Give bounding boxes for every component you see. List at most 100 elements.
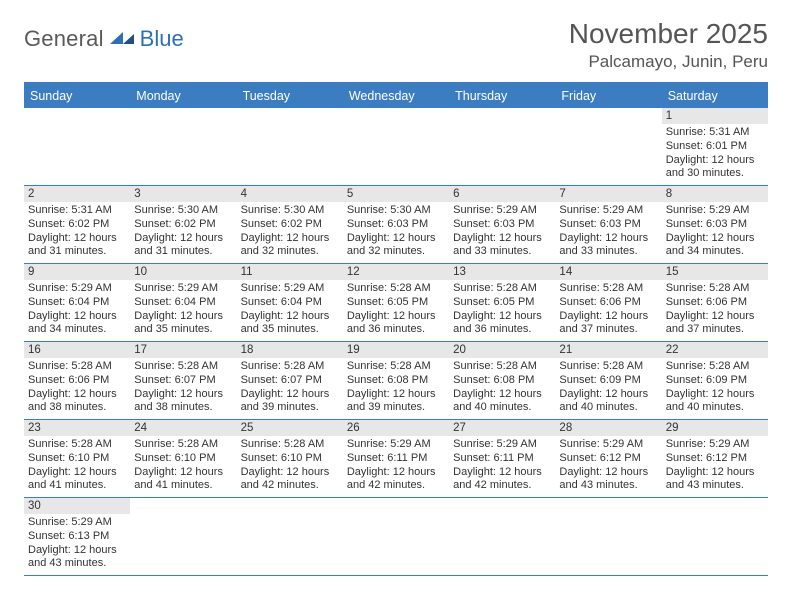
daylight-text: Daylight: 12 hours and 37 minutes. [666,310,764,338]
sunrise-text: Sunrise: 5:28 AM [666,360,764,374]
daylight-text: Daylight: 12 hours and 41 minutes. [134,466,232,494]
sunrise-text: Sunrise: 5:29 AM [666,438,764,452]
day-cell: 3Sunrise: 5:30 AMSunset: 6:02 PMDaylight… [130,186,236,264]
day-cell: 15Sunrise: 5:28 AMSunset: 6:06 PMDayligh… [662,264,768,342]
day-number: 30 [24,498,130,514]
sunrise-text: Sunrise: 5:30 AM [347,204,445,218]
daylight-text: Daylight: 12 hours and 33 minutes. [453,232,551,260]
logo-text-general: General [24,26,104,52]
day-body: Sunrise: 5:31 AMSunset: 6:02 PMDaylight:… [24,202,130,263]
daylight-text: Daylight: 12 hours and 40 minutes. [666,388,764,416]
sunset-text: Sunset: 6:06 PM [666,296,764,310]
location-text: Palcamayo, Junin, Peru [569,52,768,72]
day-number: 20 [449,342,555,358]
day-cell [130,108,236,186]
day-body: Sunrise: 5:28 AMSunset: 6:05 PMDaylight:… [449,280,555,341]
sunset-text: Sunset: 6:03 PM [666,218,764,232]
day-number: 10 [130,264,236,280]
day-number: 12 [343,264,449,280]
daylight-text: Daylight: 12 hours and 35 minutes. [241,310,339,338]
day-number: 18 [237,342,343,358]
sunset-text: Sunset: 6:08 PM [453,374,551,388]
day-body: Sunrise: 5:29 AMSunset: 6:03 PMDaylight:… [662,202,768,263]
daylight-text: Daylight: 12 hours and 39 minutes. [347,388,445,416]
header-bar: General Blue November 2025 Palcamayo, Ju… [24,18,768,72]
sunrise-text: Sunrise: 5:29 AM [28,282,126,296]
daylight-text: Daylight: 12 hours and 36 minutes. [347,310,445,338]
day-body: Sunrise: 5:28 AMSunset: 6:06 PMDaylight:… [555,280,661,341]
sunset-text: Sunset: 6:09 PM [559,374,657,388]
day-cell: 29Sunrise: 5:29 AMSunset: 6:12 PMDayligh… [662,420,768,498]
sunrise-text: Sunrise: 5:28 AM [28,360,126,374]
daylight-text: Daylight: 12 hours and 40 minutes. [453,388,551,416]
day-cell: 27Sunrise: 5:29 AMSunset: 6:11 PMDayligh… [449,420,555,498]
week-row: 1Sunrise: 5:31 AMSunset: 6:01 PMDaylight… [24,108,768,186]
day-body: Sunrise: 5:29 AMSunset: 6:04 PMDaylight:… [237,280,343,341]
day-body: Sunrise: 5:31 AMSunset: 6:01 PMDaylight:… [662,124,768,185]
sunrise-text: Sunrise: 5:29 AM [559,204,657,218]
day-number: 7 [555,186,661,202]
day-cell [662,498,768,576]
day-header-cell: Saturday [662,84,768,108]
sunset-text: Sunset: 6:04 PM [28,296,126,310]
day-number: 28 [555,420,661,436]
day-number: 9 [24,264,130,280]
day-body: Sunrise: 5:28 AMSunset: 6:05 PMDaylight:… [343,280,449,341]
day-body: Sunrise: 5:29 AMSunset: 6:03 PMDaylight:… [449,202,555,263]
sunrise-text: Sunrise: 5:28 AM [559,360,657,374]
day-cell: 22Sunrise: 5:28 AMSunset: 6:09 PMDayligh… [662,342,768,420]
sunrise-text: Sunrise: 5:29 AM [241,282,339,296]
day-cell [24,108,130,186]
day-body: Sunrise: 5:28 AMSunset: 6:08 PMDaylight:… [449,358,555,419]
day-body: Sunrise: 5:28 AMSunset: 6:09 PMDaylight:… [662,358,768,419]
week-row: 30Sunrise: 5:29 AMSunset: 6:13 PMDayligh… [24,498,768,576]
sunrise-text: Sunrise: 5:29 AM [453,204,551,218]
sunset-text: Sunset: 6:01 PM [666,140,764,154]
sunrise-text: Sunrise: 5:29 AM [134,282,232,296]
daylight-text: Daylight: 12 hours and 32 minutes. [241,232,339,260]
daylight-text: Daylight: 12 hours and 37 minutes. [559,310,657,338]
day-cell: 5Sunrise: 5:30 AMSunset: 6:03 PMDaylight… [343,186,449,264]
day-header-cell: Wednesday [343,84,449,108]
sunset-text: Sunset: 6:02 PM [134,218,232,232]
day-cell: 14Sunrise: 5:28 AMSunset: 6:06 PMDayligh… [555,264,661,342]
daylight-text: Daylight: 12 hours and 38 minutes. [134,388,232,416]
day-body: Sunrise: 5:28 AMSunset: 6:10 PMDaylight:… [237,436,343,497]
daylight-text: Daylight: 12 hours and 38 minutes. [28,388,126,416]
sunrise-text: Sunrise: 5:28 AM [134,438,232,452]
sunrise-text: Sunrise: 5:28 AM [347,282,445,296]
daylight-text: Daylight: 12 hours and 36 minutes. [453,310,551,338]
daylight-text: Daylight: 12 hours and 42 minutes. [347,466,445,494]
day-cell: 16Sunrise: 5:28 AMSunset: 6:06 PMDayligh… [24,342,130,420]
day-body: Sunrise: 5:28 AMSunset: 6:06 PMDaylight:… [24,358,130,419]
sunset-text: Sunset: 6:13 PM [28,530,126,544]
day-body: Sunrise: 5:29 AMSunset: 6:04 PMDaylight:… [130,280,236,341]
sunset-text: Sunset: 6:07 PM [134,374,232,388]
sunset-text: Sunset: 6:12 PM [559,452,657,466]
daylight-text: Daylight: 12 hours and 33 minutes. [559,232,657,260]
sunrise-text: Sunrise: 5:28 AM [453,282,551,296]
day-body: Sunrise: 5:30 AMSunset: 6:02 PMDaylight:… [237,202,343,263]
day-body: Sunrise: 5:28 AMSunset: 6:09 PMDaylight:… [555,358,661,419]
day-number: 6 [449,186,555,202]
day-number: 26 [343,420,449,436]
sunrise-text: Sunrise: 5:28 AM [666,282,764,296]
day-cell: 20Sunrise: 5:28 AMSunset: 6:08 PMDayligh… [449,342,555,420]
sunset-text: Sunset: 6:10 PM [134,452,232,466]
day-cell [237,498,343,576]
sunset-text: Sunset: 6:04 PM [241,296,339,310]
sunrise-text: Sunrise: 5:31 AM [666,126,764,140]
day-cell: 2Sunrise: 5:31 AMSunset: 6:02 PMDaylight… [24,186,130,264]
sunset-text: Sunset: 6:04 PM [134,296,232,310]
sunrise-text: Sunrise: 5:29 AM [28,516,126,530]
week-row: 9Sunrise: 5:29 AMSunset: 6:04 PMDaylight… [24,264,768,342]
day-cell: 24Sunrise: 5:28 AMSunset: 6:10 PMDayligh… [130,420,236,498]
sunset-text: Sunset: 6:03 PM [347,218,445,232]
daylight-text: Daylight: 12 hours and 34 minutes. [28,310,126,338]
daylight-text: Daylight: 12 hours and 42 minutes. [241,466,339,494]
sunset-text: Sunset: 6:08 PM [347,374,445,388]
day-cell [555,498,661,576]
sunset-text: Sunset: 6:10 PM [28,452,126,466]
daylight-text: Daylight: 12 hours and 31 minutes. [134,232,232,260]
day-cell: 12Sunrise: 5:28 AMSunset: 6:05 PMDayligh… [343,264,449,342]
